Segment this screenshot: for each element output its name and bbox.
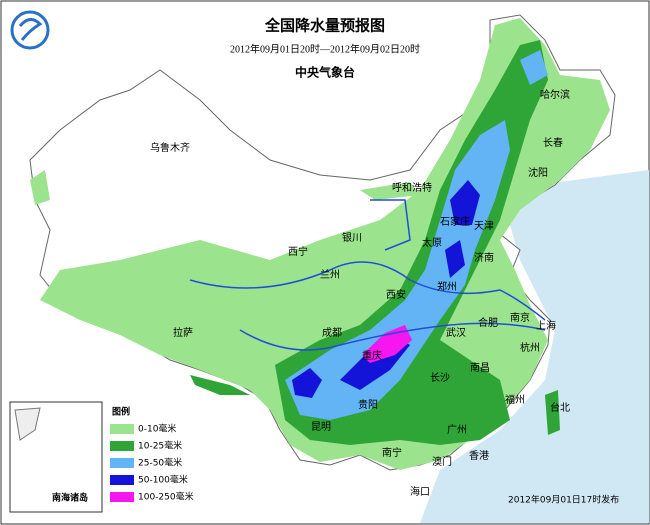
city-label: 南京 xyxy=(510,311,530,324)
rain-area xyxy=(190,375,250,395)
rain-area xyxy=(445,240,465,278)
city-label: 沈阳 xyxy=(528,166,548,179)
sea xyxy=(420,170,649,523)
city-label: 济南 xyxy=(474,251,494,264)
city-label: 乌鲁木齐 xyxy=(150,141,190,154)
city-label: 天津 xyxy=(474,220,494,232)
rain-area xyxy=(40,18,610,470)
city-label: 上海 xyxy=(536,319,556,332)
map-title: 全国降水量预报图 xyxy=(264,17,385,35)
city-label: 昆明 xyxy=(311,421,331,433)
city-label: 南昌 xyxy=(470,361,490,374)
rain-area xyxy=(362,325,412,363)
rain-area xyxy=(360,182,420,200)
legend-swatch xyxy=(110,424,134,434)
rain-area xyxy=(450,180,480,225)
legend-swatch xyxy=(110,441,134,451)
city-label: 广州 xyxy=(447,424,467,436)
footer: 2012年09月01日17时发布 xyxy=(508,494,619,506)
city-label: 海口 xyxy=(410,485,430,498)
issuer: 中央气象台 xyxy=(295,65,355,80)
legend-swatch xyxy=(110,492,134,502)
city-label: 合肥 xyxy=(478,316,498,329)
rain-area xyxy=(292,368,322,398)
city-label: 长沙 xyxy=(430,372,450,384)
city-label: 澳门 xyxy=(432,455,452,468)
rain-area xyxy=(545,390,560,435)
legend-swatch xyxy=(110,458,134,468)
legend-label: 0-10毫米 xyxy=(138,423,176,435)
city-label: 香港 xyxy=(469,450,489,462)
city-label: 台北 xyxy=(550,401,570,414)
rain-area xyxy=(30,170,50,205)
city-label: 兰州 xyxy=(320,268,340,281)
city-label: 南宁 xyxy=(382,446,402,459)
river xyxy=(189,261,546,321)
inset-label: 南海诸岛 xyxy=(52,492,88,504)
city-label: 拉萨 xyxy=(173,326,193,339)
inset-land xyxy=(14,407,41,441)
city-label: 长春 xyxy=(543,137,563,149)
logo-mark xyxy=(18,18,43,41)
city-label: 西安 xyxy=(386,288,406,301)
city-label: 银川 xyxy=(342,231,362,244)
legend-label: 25-50毫米 xyxy=(138,457,182,469)
legend-label: 100-250毫米 xyxy=(138,491,194,503)
legend-swatch xyxy=(110,475,134,485)
city-label: 贵阳 xyxy=(358,398,378,411)
period: 2012年09月01日20时—2012年09月02日20时 xyxy=(230,42,420,55)
city-label: 郑州 xyxy=(437,280,457,293)
city-label: 杭州 xyxy=(520,341,540,354)
city-label: 哈尔滨 xyxy=(540,88,570,101)
rain-area xyxy=(520,50,548,85)
city-label: 呼和浩特 xyxy=(392,182,432,194)
city-label: 武汉 xyxy=(446,326,466,339)
city-label: 重庆 xyxy=(362,349,382,362)
city-label: 太原 xyxy=(422,236,442,249)
legend-label: 10-25毫米 xyxy=(138,440,182,452)
river xyxy=(239,322,546,351)
legend-label: 50-100毫米 xyxy=(138,474,188,486)
city-label: 福州 xyxy=(505,393,525,406)
city-label: 石家庄 xyxy=(440,215,470,228)
city-label: 西宁 xyxy=(288,245,308,258)
river xyxy=(370,199,411,251)
legend-title: 图例 xyxy=(112,406,130,418)
city-label: 成都 xyxy=(322,327,342,339)
